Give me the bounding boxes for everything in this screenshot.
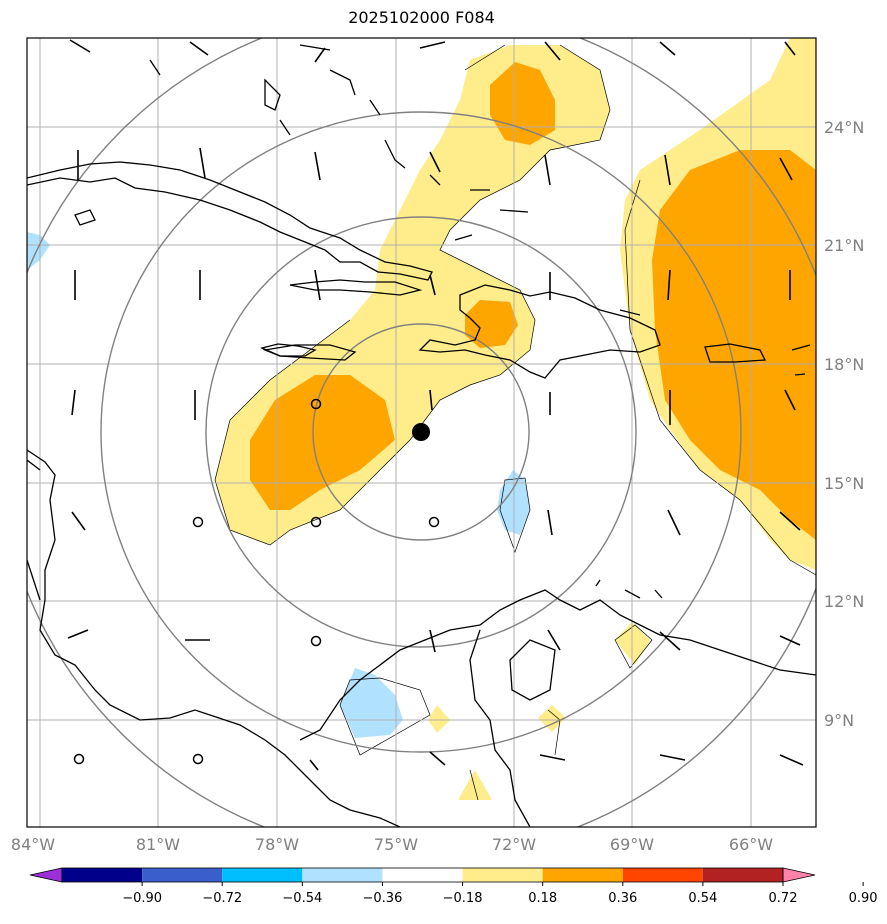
map-title: 2025102000 F084 bbox=[348, 8, 495, 27]
colorbar-segment bbox=[622, 868, 703, 882]
colorbar: −0.90 −0.72 −0.54 −0.36 −0.18 0.18 0.36 0.54 0.7… bbox=[29, 867, 878, 906]
calm-markers bbox=[73, 398, 440, 765]
colorbar-tick-label: 0.90 bbox=[849, 891, 878, 906]
colorbar-tick-label: −0.54 bbox=[282, 891, 322, 906]
lon-label: 75°W bbox=[374, 835, 418, 854]
field-shading bbox=[27, 38, 816, 800]
colorbar-tick-label: 0.72 bbox=[769, 891, 798, 906]
colorbar-segment bbox=[382, 868, 463, 882]
colorbar-segment bbox=[222, 868, 303, 882]
colorbar-segment bbox=[702, 868, 783, 882]
field-contours bbox=[214, 44, 816, 801]
colorbar-segment bbox=[542, 868, 623, 882]
colorbar-tick-label: 0.18 bbox=[528, 891, 557, 906]
coastline-hispaniola bbox=[418, 284, 661, 379]
colorbar-extend-high bbox=[782, 867, 816, 883]
coastlines bbox=[27, 44, 816, 827]
positive-field-yellow-patch-4 bbox=[458, 770, 492, 800]
lon-label: 66°W bbox=[729, 835, 773, 854]
range-rings bbox=[27, 38, 816, 827]
colorbar-tick-label: −0.36 bbox=[363, 891, 403, 906]
colorbar-tick-label: 0.36 bbox=[608, 891, 637, 906]
colorbar-tick-label: −0.18 bbox=[443, 891, 483, 906]
colorbar-segment bbox=[142, 868, 223, 882]
colorbar-segment bbox=[302, 868, 383, 882]
coastline-cuba bbox=[27, 161, 433, 281]
lon-label: 84°W bbox=[11, 835, 55, 854]
lat-label: 24°N bbox=[824, 118, 864, 137]
coastline-central-america bbox=[27, 449, 401, 827]
graticule bbox=[27, 38, 816, 827]
colorbar-frame bbox=[61, 867, 784, 883]
colorbar-extend-low bbox=[29, 867, 63, 883]
positive-field-orange-southwest bbox=[250, 375, 395, 510]
coastline-puerto-rico bbox=[704, 343, 767, 363]
wind-barbs bbox=[67, 39, 804, 771]
colorbar-tick-label: −0.90 bbox=[122, 891, 162, 906]
colorbar-segment bbox=[62, 868, 143, 882]
lat-label: 12°N bbox=[824, 592, 864, 611]
positive-field-yellow-patch-3 bbox=[428, 705, 450, 733]
map-frame bbox=[26, 37, 817, 828]
lat-label: 21°N bbox=[824, 236, 864, 255]
lon-label: 72°W bbox=[492, 835, 536, 854]
coastline-south-america bbox=[299, 589, 816, 741]
positive-field-orange-hispaniola bbox=[465, 300, 518, 348]
longitude-labels: 84°W 81°W 78°W 75°W 72°W 69°W 66°W bbox=[11, 835, 773, 854]
lon-label: 69°W bbox=[610, 835, 654, 854]
colorbar-tick-label: 0.54 bbox=[688, 891, 717, 906]
colorbar-segment bbox=[462, 868, 543, 882]
colorbar-tick-label: −0.72 bbox=[202, 891, 242, 906]
latitude-labels: 24°N 21°N 18°N 15°N 12°N 9°N bbox=[824, 118, 864, 730]
coastline-jamaica bbox=[260, 343, 317, 357]
lat-label: 15°N bbox=[824, 474, 864, 493]
storm-center-marker bbox=[412, 423, 430, 441]
lon-label: 78°W bbox=[255, 835, 299, 854]
positive-field-yellow-patch-2 bbox=[538, 705, 566, 732]
lat-label: 9°N bbox=[824, 711, 854, 730]
lat-label: 18°N bbox=[824, 355, 864, 374]
coastline-bahamas bbox=[149, 44, 529, 241]
lon-label: 81°W bbox=[136, 835, 180, 854]
